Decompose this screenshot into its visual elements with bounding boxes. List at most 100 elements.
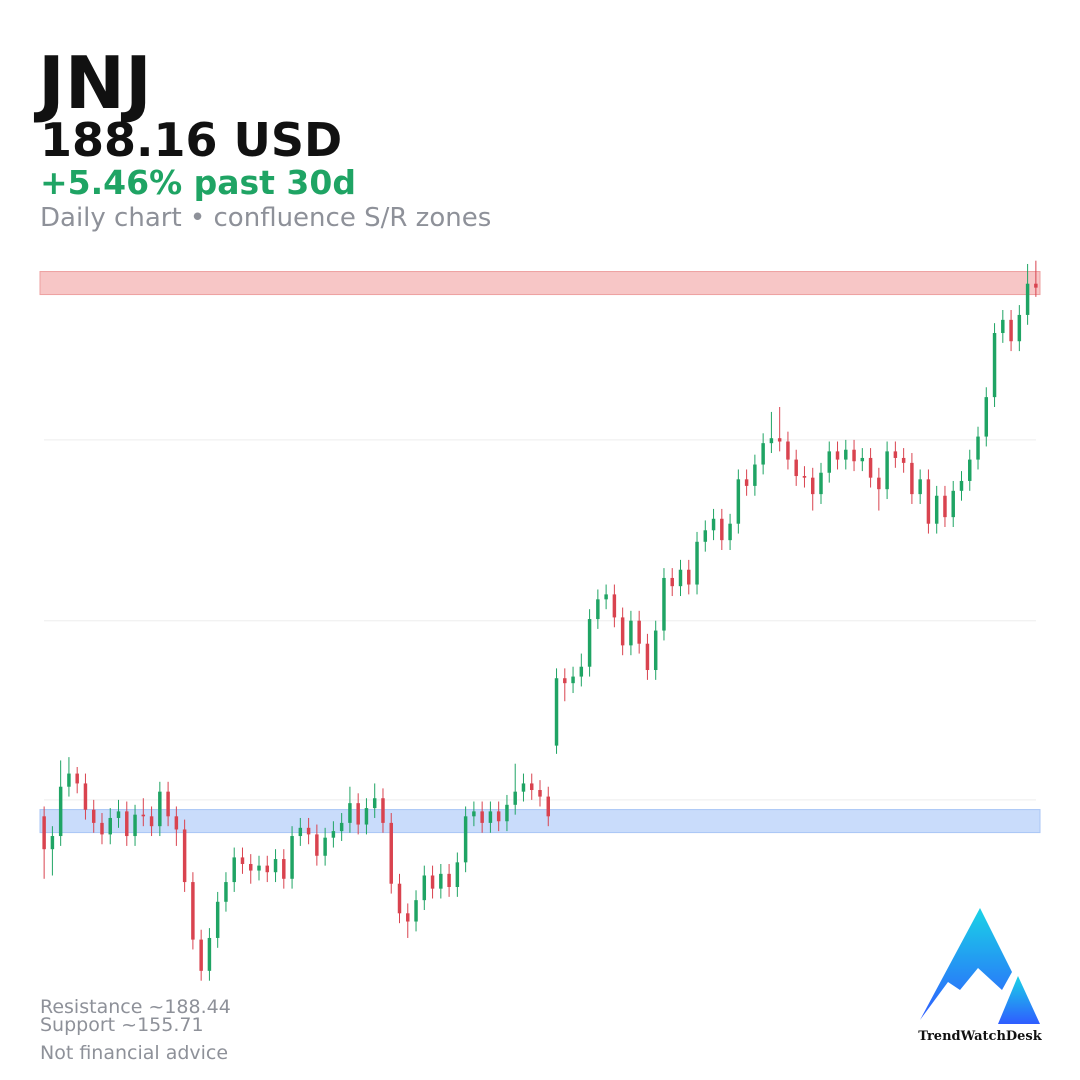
candle-body [587, 619, 592, 667]
candle-body [959, 480, 964, 491]
candle-body [356, 803, 360, 825]
candle-body [753, 464, 757, 486]
candle-body [315, 834, 319, 856]
candle-body [744, 479, 749, 486]
candle-body [802, 476, 807, 478]
candle-body [530, 783, 534, 791]
candle-body [538, 790, 542, 797]
logo-peak [998, 976, 1040, 1024]
candle-body [786, 441, 790, 460]
candle-body [604, 594, 608, 600]
candle-body [430, 875, 435, 889]
candle-body [67, 773, 71, 787]
candle-body [141, 814, 146, 817]
candle-body [323, 837, 327, 856]
candle-body [372, 798, 377, 809]
candle-body [58, 786, 63, 837]
candle-body [125, 811, 129, 837]
candle-body [918, 479, 922, 495]
candle-body [488, 811, 493, 823]
candle-body [852, 449, 856, 462]
candle-body [174, 816, 179, 830]
candle-body [182, 829, 187, 883]
candle-body [992, 333, 997, 398]
candle-body [868, 457, 873, 478]
candle-body [571, 676, 575, 684]
price: 188.16 USD [40, 113, 342, 167]
candle-body [100, 822, 104, 835]
candle-body [695, 541, 699, 585]
candle-body [877, 477, 881, 490]
candle-body [133, 814, 137, 837]
candle-body [984, 397, 989, 437]
candle-body [306, 827, 311, 835]
candle-body [414, 900, 418, 922]
candle-body [282, 859, 286, 879]
candle-body [249, 863, 253, 871]
candle-body [653, 630, 658, 671]
candle-body [290, 836, 294, 879]
candle-body [910, 462, 914, 495]
candle-body [678, 569, 683, 587]
candle-body [50, 836, 55, 850]
candle-body [381, 798, 385, 823]
candle-body [422, 875, 427, 901]
candle-body [298, 827, 303, 837]
candle-body [844, 449, 848, 460]
candle-body [703, 530, 708, 542]
candle-body [513, 791, 517, 805]
candle-body [439, 873, 443, 889]
logo: TrendWatchDesk [918, 908, 1043, 1044]
candle-body [215, 901, 220, 938]
candle-body [1025, 283, 1030, 315]
candle-body [240, 857, 245, 864]
candle-body [563, 678, 567, 684]
candle-body [554, 678, 559, 746]
candle-body [777, 438, 782, 442]
candle-body [934, 495, 939, 524]
candle-body [339, 822, 344, 832]
candle-body [926, 479, 931, 524]
footer-disclaimer: Not financial advice [40, 1042, 228, 1064]
candle-body [596, 599, 600, 620]
candle-body [629, 620, 633, 646]
candle-body [166, 791, 170, 817]
candle-body [976, 436, 980, 460]
candle-body [761, 443, 765, 465]
candle-body [612, 594, 617, 618]
candle-body [819, 472, 823, 495]
candle-body [637, 620, 641, 644]
brand: TrendWatchDesk [918, 1029, 1043, 1044]
candle-body [108, 817, 112, 835]
candle-body [265, 865, 270, 873]
candle-body [670, 577, 674, 587]
candle-body [397, 883, 402, 914]
candle-body [620, 617, 625, 646]
candle-body [860, 457, 865, 462]
candle-body [720, 518, 724, 541]
candle-body [1009, 319, 1013, 342]
change: +5.46% past 30d [40, 163, 356, 202]
candle-body [968, 459, 972, 481]
support-zone [39, 809, 1041, 834]
candle-body [232, 857, 236, 883]
logo-mountain [920, 908, 1012, 1020]
candle-body [91, 809, 96, 823]
resistance-zone [39, 271, 1041, 296]
candle-body [273, 859, 278, 873]
candle-body [893, 451, 898, 458]
candle-body [348, 803, 352, 823]
candle-body [1017, 314, 1022, 342]
candle-body [406, 913, 410, 922]
candle-body [827, 451, 831, 473]
candle-body [546, 796, 550, 817]
candle-body [645, 643, 650, 671]
candle-body [728, 523, 732, 541]
candle-body [389, 822, 393, 884]
candle-body [810, 477, 815, 495]
candle-body [207, 937, 212, 971]
candle-body [662, 577, 666, 631]
candle-body [951, 490, 955, 518]
candle-body [116, 811, 121, 818]
candle-body [901, 457, 906, 463]
